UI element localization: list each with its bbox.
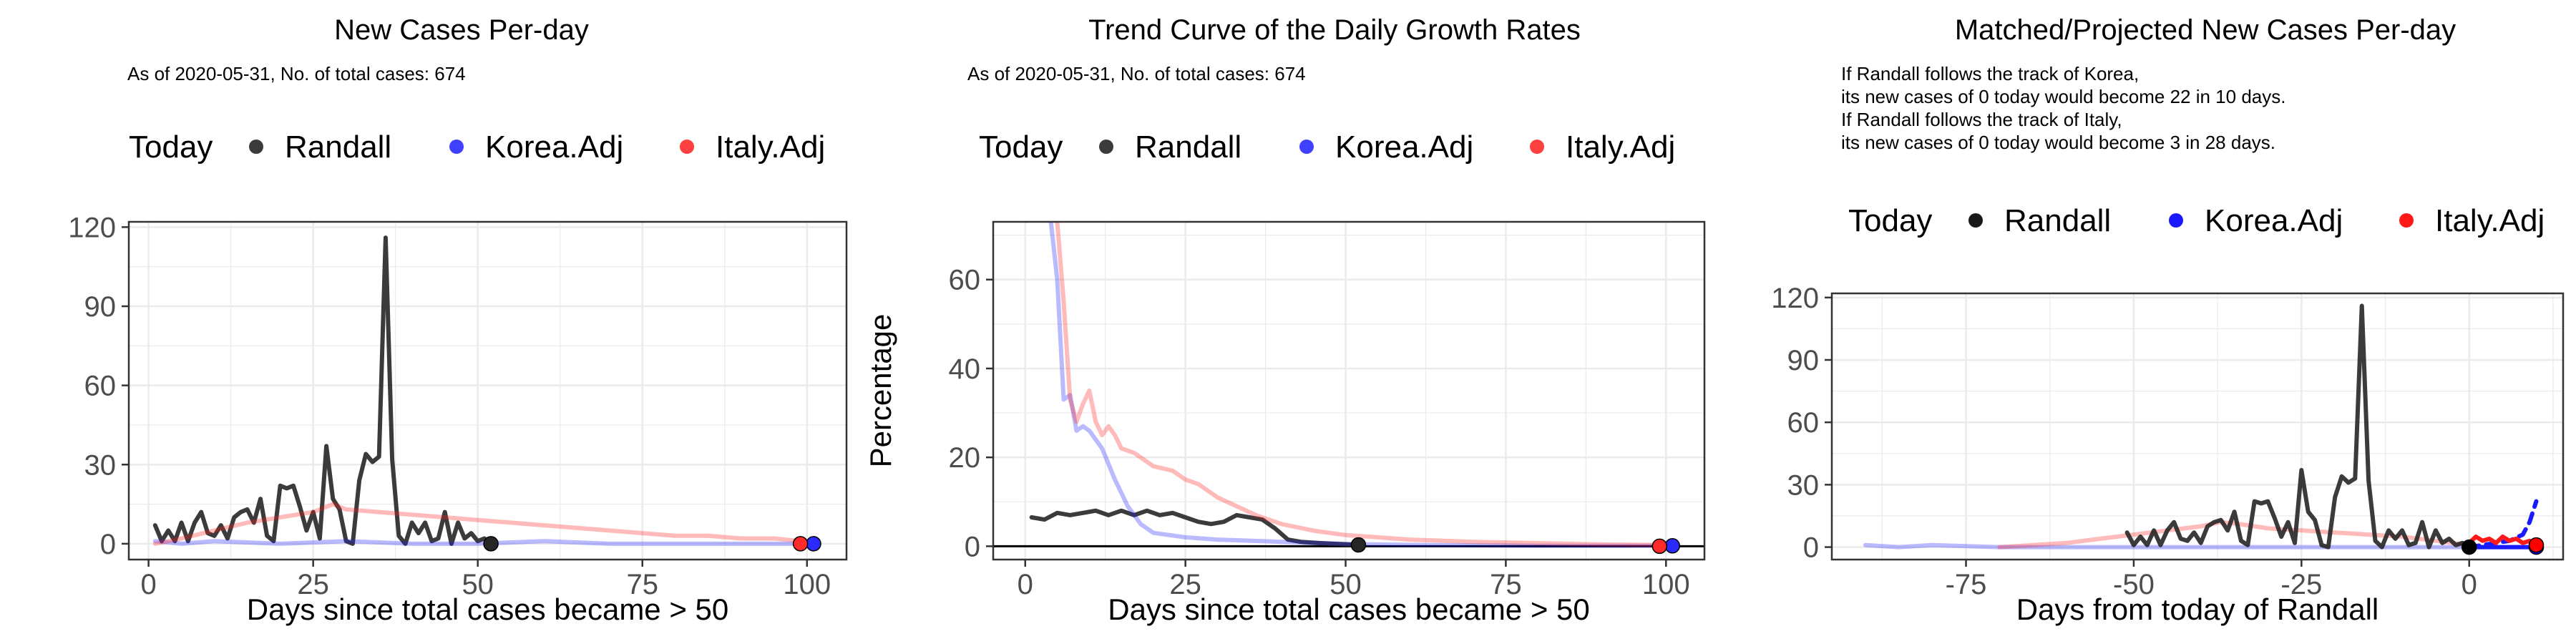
legend-label: Korea.Adj xyxy=(485,130,623,165)
today-point-randall xyxy=(483,536,499,552)
chart-panel-3: Matched/Projected New Cases Per-day If Ra… xyxy=(1771,14,2565,626)
y-tick-label: 60 xyxy=(1787,407,1820,439)
grid xyxy=(129,222,847,560)
today-point-italy-adj xyxy=(1652,538,1668,555)
legend-key-italy-adj xyxy=(2399,213,2414,228)
x-tick-label: 0 xyxy=(140,569,156,600)
series-line-korea-adj xyxy=(152,539,816,546)
legend-label: Korea.Adj xyxy=(1335,130,1473,165)
chart-panel-1: New Cases Per-day As of 2020-05-31, No. o… xyxy=(68,14,848,626)
x-tick-label: -75 xyxy=(1946,569,1987,600)
x-tick-label: 0 xyxy=(2462,569,2477,600)
y-axis-title: Percentage xyxy=(864,314,897,468)
series-line-italy-adj xyxy=(152,502,803,546)
today-point-randall xyxy=(2461,539,2477,555)
chart-subtitle-line: If Randall follows the track of Italy, xyxy=(1841,109,2122,130)
y-tick-label: 30 xyxy=(84,449,117,481)
x-tick-label: 50 xyxy=(462,569,494,600)
legend: Today Randall Korea.Adj Italy.Adj xyxy=(979,130,1675,165)
plot-border xyxy=(992,220,1706,561)
series-group xyxy=(1029,222,1675,548)
legend-key-randall xyxy=(1099,140,1113,154)
today-point-korea-adj xyxy=(1664,537,1680,554)
legend-label: Italy.Adj xyxy=(716,130,825,165)
x-tick-label: 100 xyxy=(783,569,831,600)
legend-key-korea-adj xyxy=(2169,213,2183,228)
grid xyxy=(1832,293,2563,560)
chart-subtitle-line: As of 2020-05-31, No. of total cases: 67… xyxy=(127,63,466,84)
today-point-italy-adj xyxy=(2528,537,2545,553)
chart-title: New Cases Per-day xyxy=(334,14,589,46)
series-line-randall xyxy=(1029,508,1361,547)
legend-title: Today xyxy=(979,130,1063,165)
x-tick-label: 25 xyxy=(297,569,329,600)
x-axis-title: Days since total cases became > 50 xyxy=(1108,592,1590,626)
x-tick-label: 100 xyxy=(1642,569,1690,600)
chart-title: Trend Curve of the Daily Growth Rates xyxy=(1088,14,1581,46)
x-tick-label: 50 xyxy=(1330,569,1362,600)
legend-key-randall xyxy=(249,140,263,154)
legend-label: Korea.Adj xyxy=(2205,203,2343,238)
today-point-randall xyxy=(1350,537,1367,553)
x-axis-title: Days from today of Randall xyxy=(2016,592,2379,626)
series-line-italy-projected xyxy=(2467,535,2539,547)
y-tick-label: 40 xyxy=(949,353,981,385)
legend-label: Italy.Adj xyxy=(1566,130,1675,165)
chart-subtitle-line: As of 2020-05-31, No. of total cases: 67… xyxy=(967,63,1306,84)
legend-key-italy-adj xyxy=(1530,140,1544,154)
y-tick-label: 30 xyxy=(1787,469,1820,501)
series-line-randall xyxy=(2124,303,2472,550)
legend-label: Randall xyxy=(285,130,391,165)
legend-key-randall xyxy=(1968,213,1983,228)
x-tick-label: -25 xyxy=(2280,569,2322,600)
x-axis-title: Days since total cases became > 50 xyxy=(247,592,729,626)
legend-label: Randall xyxy=(2004,203,2111,238)
grid xyxy=(993,222,1704,560)
plot-border xyxy=(1830,292,2565,561)
x-tick-label: 0 xyxy=(1018,569,1033,600)
y-tick-label: 90 xyxy=(84,291,117,323)
legend: Today Randall Korea.Adj Italy.Adj xyxy=(1848,203,2545,238)
today-point-korea-adj xyxy=(806,536,821,552)
y-tick-label: 60 xyxy=(84,371,117,402)
x-tick-label: -50 xyxy=(2113,569,2155,600)
legend-key-korea-adj xyxy=(1299,140,1314,154)
chart-subtitle-line: its new cases of 0 today would become 3 … xyxy=(1841,132,2275,153)
series-group xyxy=(1863,303,2539,550)
legend-label: Randall xyxy=(1135,130,1241,165)
y-tick-label: 120 xyxy=(68,212,116,243)
legend-title: Today xyxy=(129,130,213,165)
series-line-korea-adj xyxy=(1048,222,1675,548)
legend-key-italy-adj xyxy=(680,140,694,154)
y-tick-label: 0 xyxy=(100,529,116,560)
series-line-italy-adj xyxy=(1055,222,1662,547)
chart-title: Matched/Projected New Cases Per-day xyxy=(1955,14,2456,46)
series-line-randall xyxy=(152,235,494,546)
chart-subtitle-line: If Randall follows the track of Korea, xyxy=(1841,63,2139,84)
y-tick-label: 60 xyxy=(949,265,981,296)
legend-title: Today xyxy=(1848,203,1932,238)
series-group xyxy=(152,235,816,546)
x-tick-label: 75 xyxy=(626,569,658,600)
plot-border xyxy=(127,220,848,561)
legend: Today Randall Korea.Adj Italy.Adj xyxy=(129,130,825,165)
legend-key-korea-adj xyxy=(449,140,464,154)
chart-panel-2: Trend Curve of the Daily Growth Rates As … xyxy=(864,14,1706,626)
chart-subtitle-line: its new cases of 0 today would become 22… xyxy=(1841,86,2285,107)
x-tick-label: 25 xyxy=(1169,569,1201,600)
today-point-italy-adj xyxy=(792,536,809,552)
y-tick-label: 120 xyxy=(1771,283,1819,314)
legend-label: Italy.Adj xyxy=(2435,203,2545,238)
x-tick-label: 75 xyxy=(1490,569,1522,600)
y-tick-label: 90 xyxy=(1787,345,1820,376)
y-tick-label: 20 xyxy=(949,442,981,474)
y-tick-label: 0 xyxy=(1803,532,1819,564)
y-tick-label: 0 xyxy=(965,531,980,562)
